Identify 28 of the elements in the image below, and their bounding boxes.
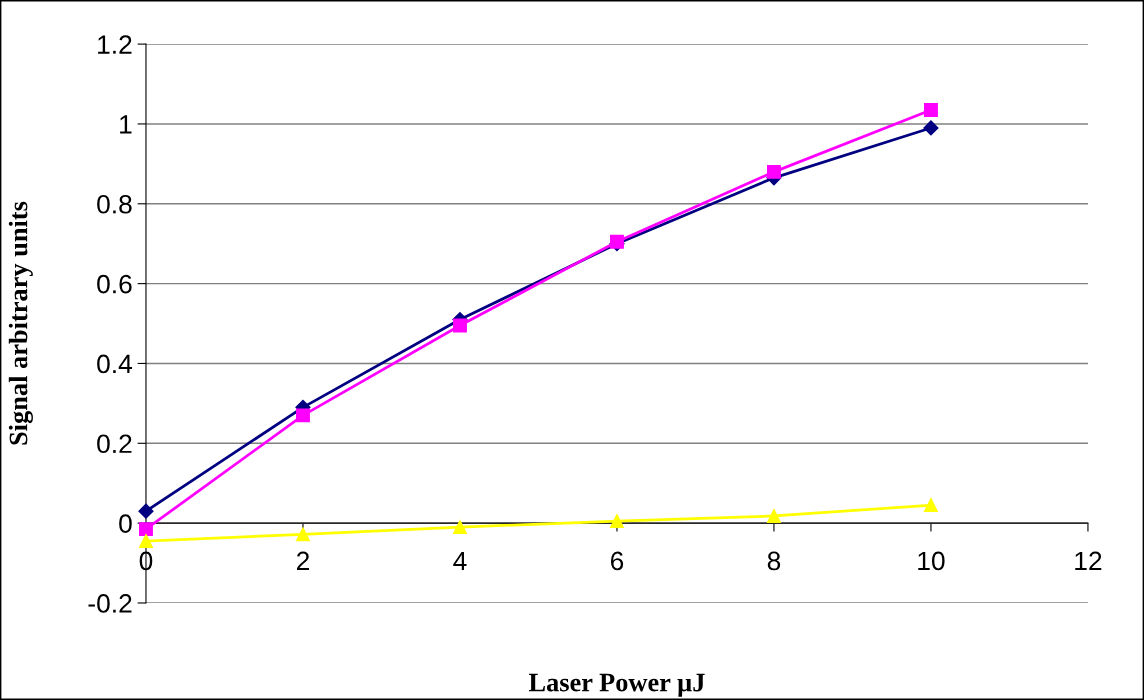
x-tick-label: 2 [296, 551, 309, 571]
y-tick-label: 0.8 [97, 194, 132, 214]
point [139, 534, 153, 549]
point [924, 498, 938, 513]
x-tick-label: 4 [453, 551, 467, 571]
point [296, 408, 310, 423]
y-tick-label: 0 [119, 514, 132, 533]
point [453, 520, 467, 535]
x-axis-title: Laser Power µJ [528, 673, 705, 697]
point [767, 509, 781, 523]
x-tick-label: 8 [767, 551, 781, 571]
point [767, 164, 781, 179]
point [296, 527, 310, 542]
x-tick-label: 10 [918, 551, 945, 571]
x-tick-label: 12 [1075, 551, 1102, 571]
y-tick-label: 1 [120, 115, 132, 134]
point [924, 103, 938, 117]
point [138, 503, 154, 519]
point [923, 120, 939, 136]
y-tick-label: 0.4 [97, 354, 133, 374]
y-tick-label: 0.2 [97, 434, 132, 454]
y-tick-label: -0.2 [88, 594, 132, 613]
point [610, 514, 624, 529]
y-tick-label: 0.6 [97, 274, 132, 294]
x-tick-label: 6 [610, 551, 624, 571]
point [453, 318, 467, 333]
y-axis-title: Signal arbitrary units [8, 201, 33, 445]
y-tick-label: 1.2 [98, 35, 132, 54]
